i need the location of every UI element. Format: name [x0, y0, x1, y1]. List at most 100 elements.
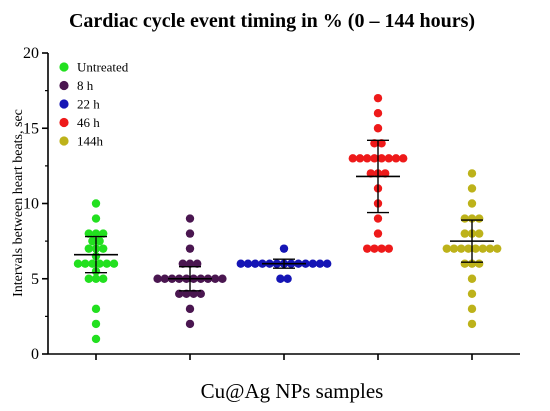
data-point [175, 289, 184, 298]
data-point [493, 244, 502, 253]
data-point [185, 244, 195, 253]
data-point [182, 289, 191, 298]
series-group [348, 93, 408, 253]
data-point [153, 274, 162, 283]
legend-label: 46 h [77, 115, 100, 130]
data-point [475, 259, 484, 268]
data-point [95, 236, 104, 246]
data-point [391, 154, 401, 163]
data-point [370, 154, 379, 163]
data-point [218, 274, 227, 283]
data-point [384, 244, 393, 253]
data-point [460, 259, 469, 268]
data-point [91, 319, 101, 329]
data-point [81, 259, 90, 268]
data-point [211, 274, 220, 283]
y-tick-label: 5 [31, 271, 39, 288]
data-point [84, 229, 94, 238]
data-point [442, 244, 451, 253]
data-point [460, 229, 469, 238]
data-point [373, 109, 383, 118]
legend-marker [59, 99, 69, 109]
y-tick-label: 10 [23, 196, 39, 213]
data-point [355, 154, 365, 163]
data-point [283, 274, 292, 283]
series-group [442, 169, 502, 329]
data-point [185, 304, 195, 314]
data-point [102, 259, 112, 268]
data-point [279, 244, 289, 253]
data-point [478, 244, 487, 253]
data-point [185, 259, 195, 268]
data-point [185, 229, 195, 238]
data-point [99, 244, 108, 253]
data-point [91, 199, 101, 208]
data-point [381, 169, 390, 178]
data-point [236, 259, 245, 268]
legend-marker [59, 62, 69, 72]
data-point [243, 259, 253, 268]
data-point [160, 274, 169, 283]
data-point [84, 274, 94, 283]
data-point [467, 184, 477, 193]
data-point [485, 244, 495, 253]
data-point [467, 289, 477, 298]
x-axis-label: Cu@Ag NPs samples [201, 379, 384, 403]
data-point [91, 304, 101, 314]
data-point [370, 244, 379, 253]
data-point [370, 139, 379, 148]
data-point [363, 154, 372, 163]
data-marks [73, 93, 502, 344]
data-point [91, 229, 101, 238]
legend-label: 8 h [77, 78, 94, 93]
data-point [109, 259, 119, 268]
data-point [348, 154, 357, 163]
data-point [471, 244, 480, 253]
data-point [373, 214, 383, 223]
legend-marker [59, 136, 69, 146]
data-point [196, 289, 205, 298]
data-point [366, 169, 375, 178]
chart-title: Cardiac cycle event timing in % (0 – 144… [69, 10, 475, 32]
y-tick-label: 15 [23, 120, 39, 137]
series-group [153, 214, 227, 329]
data-point [373, 93, 383, 103]
data-point [467, 319, 477, 329]
data-point [193, 259, 202, 268]
series-group [236, 244, 332, 283]
data-point [178, 259, 187, 268]
data-point [315, 259, 325, 268]
data-point [363, 244, 372, 253]
data-point [384, 154, 393, 163]
legend-label: 22 h [77, 97, 100, 112]
legend-label: Untreated [77, 60, 129, 75]
y-tick-label: 0 [31, 346, 39, 363]
data-point [88, 259, 97, 268]
data-point [99, 229, 108, 238]
data-point [91, 274, 101, 283]
data-point [377, 244, 386, 253]
data-point [99, 274, 108, 283]
data-point [88, 236, 97, 246]
legend-marker [59, 80, 69, 91]
data-point [95, 259, 104, 268]
series-group [73, 199, 119, 344]
data-point [84, 244, 94, 253]
legend: Untreated 8 h 22 h 46 h 144h [59, 60, 129, 149]
data-point [185, 319, 195, 329]
data-point [373, 124, 383, 133]
y-tick-label: 20 [23, 45, 39, 62]
data-point [323, 259, 332, 268]
data-point [91, 334, 101, 344]
y-axis-label: Intervals between heart beats, sec [11, 109, 26, 297]
data-point [467, 274, 477, 283]
legend-marker [59, 117, 69, 128]
data-point [460, 214, 469, 223]
data-point [467, 304, 477, 314]
axes: 0 5 10 15 20 [23, 45, 520, 363]
data-point [308, 259, 317, 268]
data-point [457, 244, 466, 253]
data-point [91, 214, 101, 223]
data-point [377, 139, 386, 148]
